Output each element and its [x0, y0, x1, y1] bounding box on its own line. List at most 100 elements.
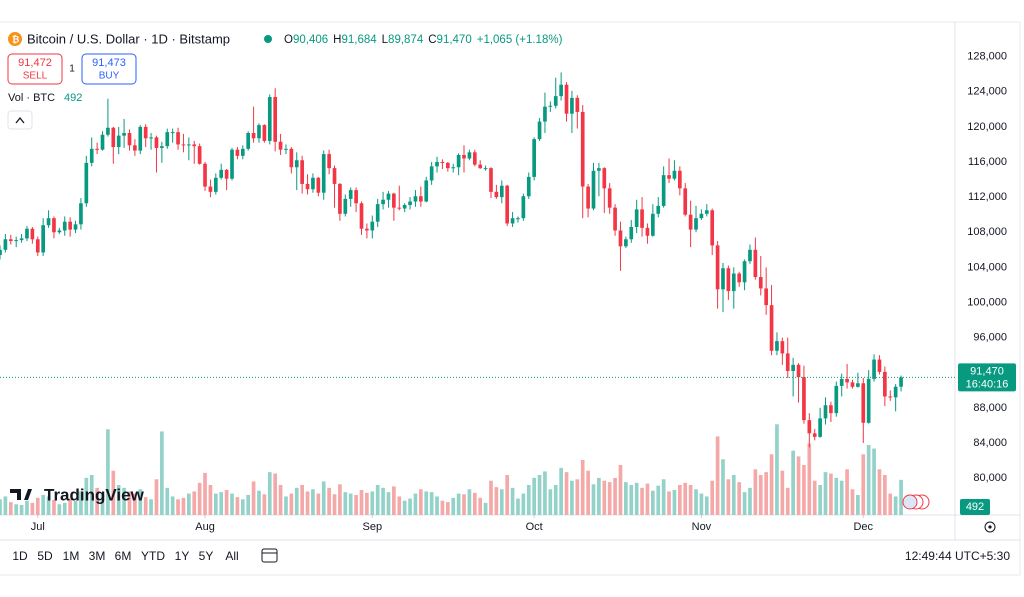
settings-dot[interactable]: [988, 525, 992, 529]
volume-bar: [440, 500, 445, 515]
y-tick-label: 128,000: [967, 51, 1007, 63]
volume-bar: [240, 499, 245, 515]
change: +1,065 (+1.18%): [477, 34, 563, 46]
volume-bar: [640, 487, 644, 515]
volume-bar: [656, 485, 661, 515]
spread: 1: [69, 64, 75, 75]
candle-body: [375, 204, 380, 222]
volume-bar: [645, 483, 650, 515]
candle-body: [629, 226, 634, 240]
volume-bar: [278, 485, 283, 515]
volume-bar: [203, 472, 207, 515]
buy-box[interactable]: [81, 53, 137, 85]
volume-bar: [79, 491, 83, 515]
candle-body: [365, 228, 369, 231]
candle-body: [116, 135, 121, 148]
candle-body: [327, 154, 331, 169]
sell-box[interactable]: [7, 53, 63, 85]
range-button[interactable]: YTD: [141, 549, 165, 563]
candle-body: [559, 84, 563, 97]
volume-bar: [84, 477, 89, 515]
candle-body: [68, 221, 72, 230]
range-button[interactable]: 3M: [89, 549, 106, 563]
range-button[interactable]: 5D: [37, 549, 53, 563]
volume-bar: [294, 487, 299, 515]
sell-label[interactable]: SELL: [23, 71, 48, 82]
buy-price[interactable]: 91,473: [92, 57, 126, 69]
candle-body: [823, 405, 828, 419]
volume-bar: [8, 502, 13, 515]
volume-bar: [866, 445, 871, 515]
candle-body: [213, 177, 218, 192]
candle-body: [683, 188, 688, 215]
calendar-icon[interactable]: [261, 548, 278, 563]
candle-body: [14, 240, 19, 242]
volume-bar: [262, 494, 267, 515]
volume-bar: [149, 499, 153, 515]
candle-body: [127, 133, 132, 146]
settings-icon[interactable]: [984, 521, 996, 533]
buy-label[interactable]: BUY: [99, 71, 120, 82]
volume-bar: [839, 480, 844, 515]
volume-bar: [89, 475, 94, 515]
volume-bar: [197, 482, 202, 515]
range-button[interactable]: 1D: [12, 549, 28, 563]
candle-body: [294, 160, 299, 168]
collapse-button[interactable]: [7, 110, 33, 130]
volume-bar: [613, 477, 617, 515]
candle-body: [181, 144, 186, 146]
volume-bar: [467, 489, 472, 515]
candle-body: [305, 183, 310, 190]
brand-name: TradingView: [44, 485, 145, 504]
volume-bar: [111, 470, 116, 515]
volume-bar: [116, 485, 121, 515]
x-tick-label: Jul: [31, 521, 45, 533]
candle-body: [688, 214, 693, 230]
candle-body: [224, 169, 229, 179]
volume-bar: [758, 475, 763, 515]
candle-body: [84, 162, 89, 204]
candle-body: [106, 127, 110, 135]
collapse-chevron[interactable]: [15, 116, 25, 124]
candle-body: [3, 239, 8, 250]
volume-bar: [775, 424, 779, 515]
candle-body: [176, 132, 180, 145]
range-button[interactable]: All: [225, 549, 238, 563]
collapse-box[interactable]: [7, 110, 33, 130]
sell-price[interactable]: 91,472: [18, 57, 52, 69]
candle-body: [445, 162, 450, 169]
volume-bar: [764, 472, 768, 515]
candle-body: [532, 139, 536, 177]
volume-bar: [402, 500, 407, 515]
candle-body: [397, 207, 402, 209]
candle-body: [165, 132, 170, 147]
buy-button[interactable]: 91,473 BUY: [81, 53, 137, 85]
candle-body: [834, 385, 839, 414]
toolbar: 1D 5D 1M 3M 6M YTD 1Y 5Y All: [12, 549, 238, 563]
range-button[interactable]: 6M: [115, 549, 132, 563]
event-marker[interactable]: [902, 494, 918, 510]
volume-bar: [138, 489, 143, 515]
volume-bar: [224, 490, 229, 515]
volume-bar: [370, 491, 375, 515]
candle-body: [537, 121, 542, 140]
volume-bar: [624, 482, 628, 515]
range-button[interactable]: 1Y: [175, 549, 190, 563]
candle-body: [251, 133, 256, 139]
candle-body: [704, 210, 709, 214]
range-button[interactable]: 1M: [63, 549, 80, 563]
volume-bar: [219, 492, 224, 515]
volume-bar: [359, 490, 364, 515]
sell-button[interactable]: 91,472 SELL: [7, 53, 63, 85]
volume-bar: [602, 480, 607, 515]
volume-bar: [516, 498, 520, 515]
range-button[interactable]: 5Y: [199, 549, 214, 563]
volume-bar: [888, 493, 893, 515]
volume-bar: [651, 490, 655, 515]
candle-body: [893, 386, 898, 398]
volume-bar: [634, 482, 639, 515]
date-range-button[interactable]: [261, 548, 278, 563]
candle-body: [122, 133, 126, 136]
